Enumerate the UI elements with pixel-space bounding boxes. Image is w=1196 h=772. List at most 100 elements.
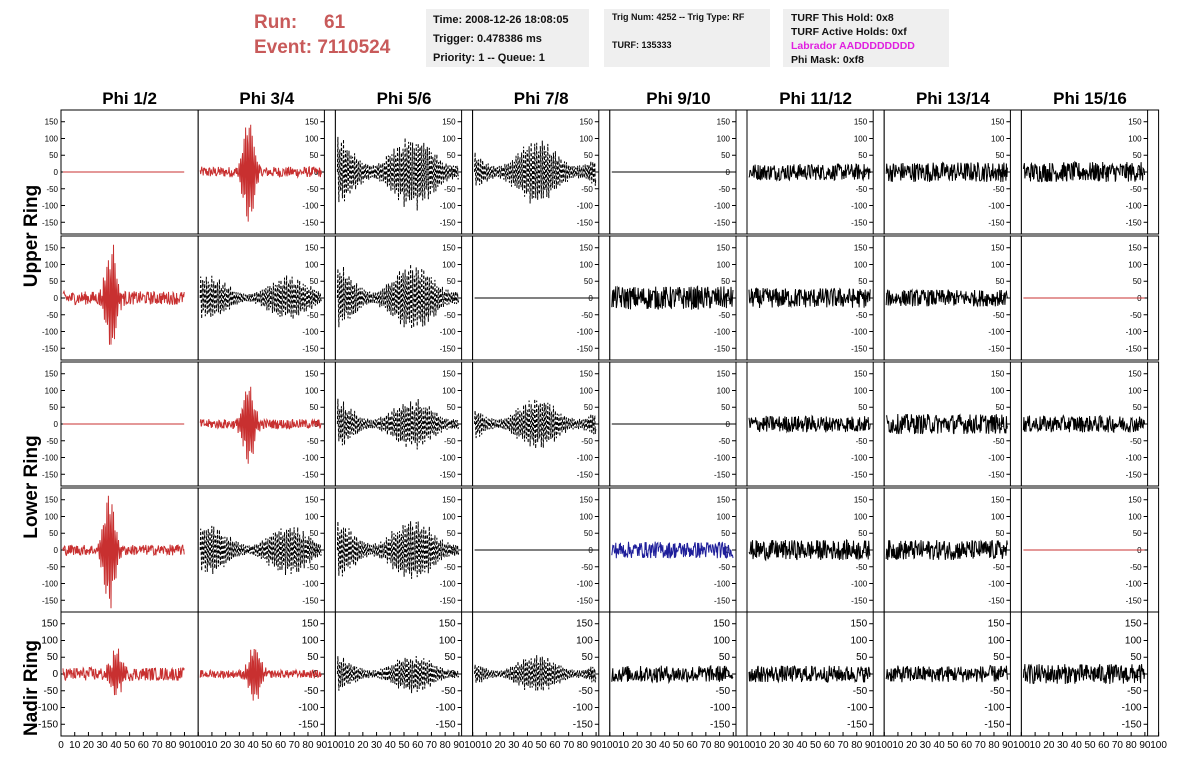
y-tick-label: 150 <box>1128 496 1142 505</box>
y-tick-label: 150 <box>579 244 593 253</box>
y-tick-label: 0 <box>863 546 868 555</box>
y-tick-label: -100 <box>302 202 319 211</box>
y-tick-label: 150 <box>991 118 1005 127</box>
y-tick-label: 150 <box>305 118 319 127</box>
x-tick-label: 90 <box>316 740 328 751</box>
y-tick-label: -100 <box>42 328 59 337</box>
y-tick-label: 100 <box>579 512 593 521</box>
y-tick-label: -100 <box>988 202 1005 211</box>
x-tick-label: 80 <box>714 740 726 751</box>
y-tick-label: -50 <box>307 437 319 446</box>
x-tick-label: 70 <box>837 740 849 751</box>
y-tick-label: 50 <box>49 529 58 538</box>
y-tick-label: -100 <box>1126 328 1143 337</box>
waveform-trace <box>474 140 597 204</box>
waveform-trace <box>199 386 322 464</box>
y-tick-label: 100 <box>988 635 1005 646</box>
trigger-line: Trigger: 0.478386 ms <box>433 33 542 45</box>
y-tick-label: -150 <box>298 719 318 730</box>
trig-line: Trig Num: 4252 -- Trig Type: RF <box>612 12 745 22</box>
y-tick-label: 0 <box>314 294 319 303</box>
y-tick-label: 0 <box>726 294 731 303</box>
y-tick-label: 100 <box>991 512 1005 521</box>
y-tick-label: 100 <box>305 260 319 269</box>
y-tick-label: -150 <box>302 596 319 605</box>
y-tick-label: 150 <box>991 244 1005 253</box>
y-tick-label: 150 <box>1128 118 1142 127</box>
waveform-trace <box>199 275 322 320</box>
y-tick-label: 150 <box>439 619 456 630</box>
y-tick-label: -50 <box>718 437 730 446</box>
y-tick-label: -100 <box>577 454 594 463</box>
y-tick-label: 0 <box>588 420 593 429</box>
y-tick-label: -50 <box>856 563 868 572</box>
y-tick-label: 100 <box>717 260 731 269</box>
waveform-trace <box>748 665 871 684</box>
run-label: Run: <box>254 12 298 33</box>
y-tick-label: -150 <box>1126 470 1143 479</box>
x-tick-label: 50 <box>1084 740 1096 751</box>
y-tick-label: -150 <box>714 218 731 227</box>
y-tick-label: -150 <box>577 344 594 353</box>
x-tick-label: 10 <box>344 740 356 751</box>
y-tick-label: -50 <box>1130 563 1142 572</box>
y-tick-label: 150 <box>579 496 593 505</box>
x-tick-label: 40 <box>934 740 946 751</box>
y-tick-label: 100 <box>717 386 731 395</box>
y-tick-label: 100 <box>41 635 58 646</box>
y-tick-label: 150 <box>305 370 319 379</box>
y-tick-label: 0 <box>54 294 59 303</box>
y-tick-label: -50 <box>853 686 868 697</box>
time-info-box: Time: 2008-12-26 18:08:05 Trigger: 0.478… <box>426 9 589 67</box>
y-tick-label: 100 <box>305 386 319 395</box>
x-tick-label: 70 <box>151 740 163 751</box>
y-tick-label: -100 <box>851 454 868 463</box>
y-tick-label: 150 <box>576 619 593 630</box>
y-tick-label: -100 <box>440 328 457 337</box>
y-tick-label: 100 <box>854 386 868 395</box>
y-tick-label: -50 <box>581 437 593 446</box>
y-tick-label: 50 <box>993 652 1005 663</box>
event-header: Run: 61 Event: 7110524 Time: 2008-12-26 1… <box>0 0 1196 90</box>
x-tick-label: 20 <box>906 740 918 751</box>
x-tick-label: 10 <box>481 740 493 751</box>
x-tick-label: 20 <box>1043 740 1055 751</box>
y-tick-label: 100 <box>45 512 59 521</box>
x-tick-label: 40 <box>522 740 534 751</box>
y-tick-label: 100 <box>1128 386 1142 395</box>
x-tick-label: 80 <box>1126 740 1138 751</box>
x-tick-label: 90 <box>865 740 877 751</box>
x-tick-label: 90 <box>1002 740 1014 751</box>
y-tick-label: 50 <box>995 151 1004 160</box>
waveform-trace <box>199 124 322 222</box>
event-value: 7110524 <box>317 37 391 58</box>
y-tick-label: 150 <box>717 118 731 127</box>
y-tick-label: -100 <box>984 703 1004 714</box>
y-tick-label: -150 <box>714 470 731 479</box>
y-tick-label: 100 <box>302 635 319 646</box>
y-tick-label: 50 <box>49 151 58 160</box>
x-tick-label: 40 <box>110 740 122 751</box>
y-tick-label: 150 <box>854 496 868 505</box>
y-tick-label: -100 <box>38 703 58 714</box>
waveform-trace <box>62 244 185 345</box>
y-tick-label: 100 <box>1128 512 1142 521</box>
y-tick-label: -50 <box>441 686 456 697</box>
y-tick-label: 50 <box>721 277 730 286</box>
waveform-trace <box>336 136 460 211</box>
x-tick-label: 10 <box>1030 740 1042 751</box>
y-tick-label: -100 <box>302 454 319 463</box>
y-tick-label: 100 <box>579 260 593 269</box>
y-tick-label: -100 <box>714 454 731 463</box>
x-tick-label: 20 <box>220 740 232 751</box>
waveform-trace <box>62 648 185 696</box>
y-tick-label: -50 <box>993 563 1005 572</box>
y-tick-label: -50 <box>46 437 58 446</box>
y-tick-label: 100 <box>854 260 868 269</box>
y-tick-label: 50 <box>856 652 868 663</box>
y-tick-label: -50 <box>990 686 1005 697</box>
y-tick-label: 150 <box>1128 370 1142 379</box>
y-tick-label: -150 <box>1122 719 1142 730</box>
y-tick-label: 50 <box>47 652 59 663</box>
